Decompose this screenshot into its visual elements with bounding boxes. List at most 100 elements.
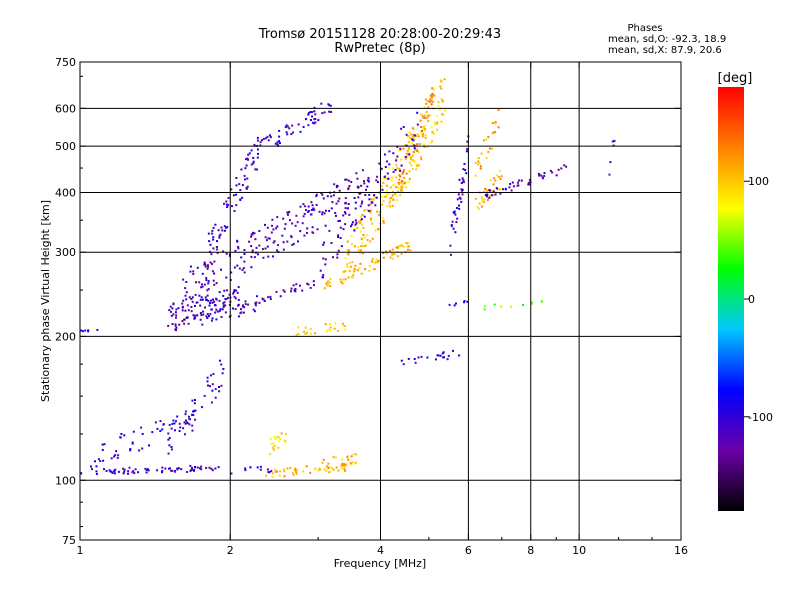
- data-point: [284, 439, 287, 442]
- data-point: [338, 189, 341, 192]
- data-point: [290, 290, 292, 293]
- data-point: [456, 207, 459, 209]
- data-point: [420, 156, 422, 159]
- data-point: [301, 289, 304, 292]
- data-point: [341, 322, 344, 325]
- data-point: [303, 212, 306, 215]
- data-point: [326, 283, 329, 285]
- data-point: [500, 175, 503, 178]
- data-point: [174, 469, 177, 472]
- data-point: [161, 471, 163, 474]
- x-tick-label: 4: [377, 544, 384, 557]
- data-point: [517, 181, 519, 184]
- data-point: [336, 253, 339, 256]
- data-point: [311, 111, 314, 114]
- data-point: [327, 328, 330, 331]
- data-point: [447, 354, 450, 357]
- data-point: [230, 271, 233, 274]
- data-point: [225, 200, 228, 203]
- data-point: [224, 311, 227, 314]
- data-point: [87, 330, 90, 333]
- data-point: [320, 102, 323, 105]
- data-point: [380, 196, 383, 198]
- data-point: [240, 311, 243, 314]
- data-point: [167, 438, 170, 441]
- data-point: [502, 188, 504, 191]
- data-point: [334, 456, 337, 459]
- data-point: [306, 282, 309, 285]
- data-point: [272, 442, 275, 445]
- data-point: [350, 455, 353, 458]
- data-point: [168, 309, 171, 312]
- data-point: [386, 160, 388, 163]
- data-point: [302, 470, 305, 473]
- data-point: [491, 122, 494, 125]
- data-point: [378, 228, 381, 231]
- data-point: [123, 468, 126, 471]
- data-point: [294, 224, 297, 227]
- data-point: [279, 438, 282, 440]
- data-point: [331, 466, 334, 469]
- data-point: [176, 467, 179, 470]
- data-point: [420, 113, 423, 116]
- data-point: [498, 188, 501, 191]
- data-point: [322, 276, 324, 279]
- data-point: [187, 309, 190, 312]
- data-point: [322, 257, 325, 260]
- data-point: [199, 304, 202, 307]
- data-point: [168, 444, 171, 447]
- data-point: [289, 219, 291, 222]
- data-point: [332, 456, 335, 459]
- data-point: [347, 179, 350, 182]
- data-point: [194, 466, 196, 468]
- data-point: [458, 178, 461, 181]
- data-point: [383, 153, 386, 156]
- data-point: [388, 166, 391, 169]
- data-point: [117, 470, 120, 473]
- data-point: [431, 93, 434, 95]
- data-point: [357, 196, 360, 199]
- data-point: [288, 127, 291, 130]
- data-point: [346, 263, 348, 266]
- data-point: [249, 466, 252, 469]
- data-point: [453, 212, 456, 214]
- data-point: [443, 356, 445, 359]
- data-point: [347, 276, 350, 279]
- data-point: [420, 355, 423, 358]
- data-point: [218, 299, 221, 302]
- data-point: [321, 213, 324, 216]
- data-point: [330, 242, 333, 244]
- data-point: [172, 313, 175, 316]
- data-point: [224, 304, 227, 307]
- data-point: [120, 433, 123, 435]
- data-point: [177, 307, 180, 310]
- data-point: [323, 241, 326, 244]
- data-point: [345, 463, 348, 466]
- data-point: [232, 194, 235, 197]
- data-point: [424, 114, 427, 117]
- data-point: [356, 177, 359, 180]
- data-point: [392, 170, 395, 173]
- data-point: [191, 424, 194, 427]
- data-point: [335, 202, 338, 205]
- data-point: [565, 165, 568, 168]
- data-point: [214, 311, 217, 314]
- data-point: [297, 123, 300, 126]
- data-point: [382, 177, 385, 180]
- data-point: [385, 252, 388, 255]
- data-point: [244, 167, 247, 170]
- data-point: [252, 156, 255, 159]
- data-point: [247, 303, 250, 306]
- data-point: [543, 175, 546, 177]
- data-point: [192, 314, 195, 317]
- data-point: [199, 298, 202, 301]
- data-point: [450, 225, 453, 228]
- data-point: [131, 442, 134, 445]
- data-point: [119, 436, 122, 439]
- data-point: [489, 179, 492, 182]
- data-point: [406, 245, 409, 248]
- data-point: [330, 207, 333, 210]
- data-point: [226, 206, 229, 208]
- data-point: [493, 177, 496, 180]
